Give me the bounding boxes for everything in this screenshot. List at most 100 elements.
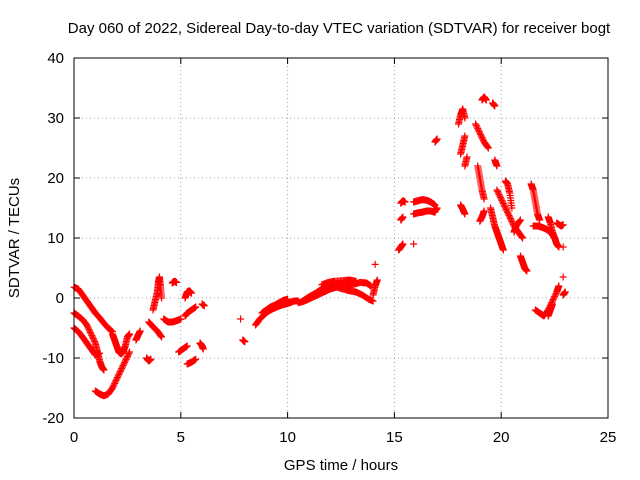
data-point <box>473 123 481 131</box>
data-point <box>503 207 511 215</box>
data-point <box>192 355 200 363</box>
data-point <box>112 377 120 384</box>
data-point <box>373 276 381 284</box>
data-point <box>87 330 95 338</box>
data-point <box>284 295 292 303</box>
x-tick-label: 25 <box>600 429 617 446</box>
data-point <box>498 197 506 204</box>
data-point <box>508 218 516 225</box>
data-point <box>482 96 490 104</box>
x-tick-label: 10 <box>279 429 296 446</box>
data-point <box>484 144 492 152</box>
data-point <box>89 335 97 342</box>
y-tick-label: 10 <box>47 230 64 247</box>
x-tick-label: 0 <box>70 429 78 446</box>
data-point <box>504 210 512 218</box>
data-points <box>70 93 569 400</box>
data-point <box>187 289 195 297</box>
chart-title: Day 060 of 2022, Sidereal Day-to-day VTE… <box>68 20 611 37</box>
data-point <box>548 300 556 308</box>
data-point <box>491 102 499 110</box>
data-point <box>555 282 563 290</box>
data-point <box>506 213 514 221</box>
data-point <box>96 349 104 357</box>
data-point <box>111 380 119 387</box>
data-point <box>114 372 122 380</box>
y-axis-label: SDTVAR / TECUs <box>6 178 23 298</box>
data-point <box>496 192 504 200</box>
data-point <box>523 267 531 275</box>
data-point <box>518 233 526 241</box>
data-point <box>494 188 502 195</box>
data-point <box>516 216 524 224</box>
data-point <box>536 216 544 224</box>
data-point <box>369 297 377 305</box>
data-point <box>241 338 249 346</box>
data-point <box>474 125 482 132</box>
data-point <box>550 294 558 302</box>
data-point <box>559 273 567 281</box>
data-point <box>474 126 482 134</box>
x-tick-label: 15 <box>386 429 403 446</box>
data-point <box>499 198 507 206</box>
data-point <box>89 333 97 341</box>
data-point <box>371 260 379 268</box>
data-point <box>519 234 527 242</box>
data-point <box>501 203 509 210</box>
data-point <box>113 375 121 383</box>
data-point <box>507 216 515 224</box>
data-point <box>484 143 492 151</box>
data-point <box>495 191 503 198</box>
data-point <box>119 362 127 369</box>
data-point <box>109 383 117 390</box>
x-axis-label: GPS time / hours <box>284 457 398 474</box>
data-point <box>100 366 108 374</box>
data-point <box>399 213 407 221</box>
data-point <box>352 277 360 285</box>
y-tick-label: -10 <box>42 350 64 367</box>
data-point <box>551 293 559 300</box>
data-point <box>549 296 557 303</box>
data-point <box>120 360 128 368</box>
y-tick-label: 40 <box>47 50 64 67</box>
data-point <box>126 330 134 338</box>
data-point <box>502 206 510 213</box>
data-point <box>116 368 124 375</box>
data-point <box>480 207 488 215</box>
data-point <box>110 381 118 389</box>
data-point <box>86 327 94 335</box>
data-point <box>433 135 441 143</box>
x-tick-label: 5 <box>177 429 185 446</box>
data-point <box>111 378 119 386</box>
data-point <box>399 240 407 248</box>
data-point <box>157 332 165 340</box>
y-tick-label: 30 <box>47 110 64 127</box>
data-point <box>237 315 245 323</box>
axis-ticks: 0 5 10 15 20 25 -20 -10 0 10 20 30 40 <box>42 50 616 446</box>
data-point <box>478 134 486 141</box>
data-point <box>124 351 132 359</box>
y-tick-label: -20 <box>42 410 64 427</box>
data-point <box>173 278 181 286</box>
data-point <box>559 243 567 251</box>
data-point <box>122 356 130 363</box>
data-point <box>493 186 501 194</box>
data-point <box>476 129 484 137</box>
data-point <box>90 336 98 344</box>
data-point <box>461 210 469 218</box>
data-point <box>121 357 129 365</box>
data-point <box>126 348 134 356</box>
data-point <box>125 350 133 357</box>
data-point <box>497 195 505 203</box>
data-point <box>493 162 501 170</box>
data-point <box>91 338 99 345</box>
y-tick-label: 0 <box>56 290 64 307</box>
data-point <box>494 189 502 197</box>
data-point <box>136 327 144 335</box>
data-point <box>479 135 487 143</box>
data-point <box>472 122 480 129</box>
data-point <box>559 221 567 229</box>
data-point <box>183 342 191 350</box>
data-point <box>158 294 166 302</box>
